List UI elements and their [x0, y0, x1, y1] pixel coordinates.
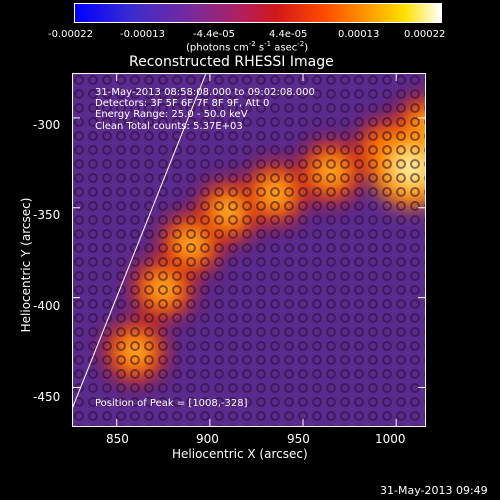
- annotation-clean: Clean Total counts: 5.37E+03: [95, 121, 243, 132]
- plot-frame: [72, 73, 426, 427]
- y-axis-label: Heliocentric Y (arcsec): [19, 197, 33, 333]
- x-tick-label-1: 900: [196, 432, 219, 446]
- x-axis-label: Heliocentric X (arcsec): [172, 447, 308, 461]
- chart-title: Reconstructed RHESSI Image: [129, 54, 334, 70]
- colorbar-tick-3: 4.4e-05: [269, 29, 308, 40]
- y-tick-label-0: -300: [33, 118, 61, 132]
- limb-line: [72, 73, 207, 410]
- annotation-time: 31-May-2013 08:58:08.000 to 09:02:08.000: [95, 87, 315, 98]
- colorbar-units: (photons cm-2 s-1 asec-2): [186, 40, 309, 54]
- colorbar: [74, 3, 442, 23]
- x-tick-label-2: 950: [287, 432, 310, 446]
- timestamp: 31-May-2013 09:49: [380, 484, 488, 497]
- colorbar-tick-1: -0.00013: [120, 29, 165, 40]
- colorbar-tick-0: -0.00022: [48, 29, 93, 40]
- colorbar-tick-2: -4.4e-05: [193, 29, 235, 40]
- annotation-energy: Energy Range: 25.0 - 50.0 keV: [95, 109, 248, 120]
- x-tick-label-3: 1000: [375, 432, 406, 446]
- colorbar-tick-4: 0.00013: [338, 29, 380, 40]
- y-tick-label-2: -400: [33, 299, 61, 313]
- peak-position-label: Position of Peak = [1008,-328]: [95, 398, 248, 409]
- colorbar-tick-5: 0.00022: [404, 29, 446, 40]
- annotation-detectors: Detectors: 3F 5F 6F 7F 8F 9F, Att 0: [95, 98, 270, 109]
- x-tick-label-0: 850: [106, 432, 129, 446]
- heatmap-texture: [72, 73, 426, 427]
- y-tick-label-1: -350: [33, 208, 61, 222]
- plot-area: [72, 73, 426, 427]
- y-tick-label-3: -450: [33, 390, 61, 404]
